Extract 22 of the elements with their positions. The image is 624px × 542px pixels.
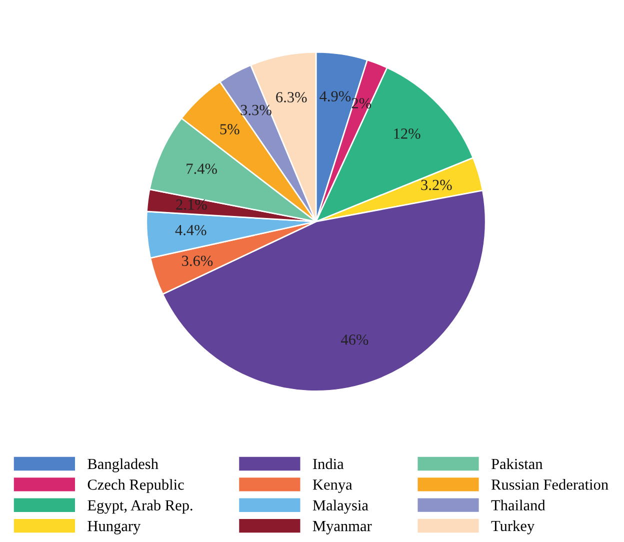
legend-label: Thailand	[491, 500, 546, 510]
legend-label: India	[313, 458, 344, 470]
legend-label: Myanmar	[312, 521, 372, 534]
legend-label: Hungary	[88, 521, 141, 534]
data-label: 6.3%	[276, 92, 307, 102]
data-label: 5%	[220, 124, 240, 134]
legend-label: Russian Federation	[491, 479, 608, 490]
data-label: 7.4%	[186, 164, 217, 174]
legend-label: Czech Republic	[88, 479, 184, 493]
data-label: 3.6%	[182, 256, 213, 266]
data-label: 3.2%	[421, 180, 452, 190]
data-label: 4.9%	[320, 91, 351, 102]
legend-label: Kenya	[312, 480, 352, 493]
legend-label: Pakistan	[491, 458, 543, 470]
data-label: 12%	[394, 128, 420, 139]
data-label: 4.4%	[175, 224, 206, 236]
data-label: 2.1%	[176, 199, 207, 210]
legend-label: Bangladesh	[88, 458, 158, 472]
legend-label: Turkey	[491, 520, 535, 534]
data-label: 46%	[341, 334, 368, 345]
legend-label: Malaysia	[312, 500, 368, 514]
legend-label: Egypt, Arab Rep.	[88, 500, 192, 514]
